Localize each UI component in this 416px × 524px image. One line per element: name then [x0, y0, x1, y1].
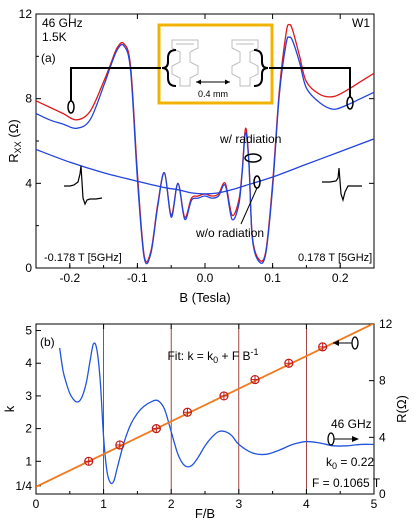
right-marker-ellipse — [346, 96, 354, 110]
panel-a-label: (a) — [41, 51, 56, 65]
sample-label: W1 — [352, 16, 370, 30]
panel-b-xtick-label: 1 — [100, 497, 107, 511]
no-radiation-pointer — [240, 187, 258, 225]
hall-bar-left — [171, 39, 199, 87]
without-radiation-label: w/o radiation — [195, 226, 264, 240]
bracket-lines — [70, 67, 351, 101]
panel-b-label: (b) — [40, 335, 55, 349]
panel-b-xtick-label: 0 — [33, 497, 40, 511]
fit-axis-marker — [351, 336, 359, 350]
panel-b-ytick-left-label: 3 — [25, 389, 32, 403]
panel-b-xtick-label: 2 — [168, 497, 175, 511]
panel-a-series — [36, 23, 374, 265]
panel-b-ytick-right-label: 8 — [379, 374, 386, 388]
right-resonance-trace — [322, 167, 362, 203]
panel-b-ytick-left-label: 5 — [25, 324, 32, 338]
hall-bar-right — [231, 39, 259, 87]
panel-a-xlabel: B (Tesla) — [179, 290, 230, 305]
radiation-marker-ellipse — [244, 153, 262, 163]
left-brace — [161, 49, 177, 87]
F-label: F = 0.1065 T — [312, 476, 381, 490]
panel-b-ytick-right-label: 12 — [379, 317, 393, 331]
panel-a-series-line — [36, 23, 374, 263]
panel-b-ytick-right-label: 4 — [379, 430, 386, 444]
panel-b-ytick-left-label: 2 — [25, 422, 32, 436]
right-brace — [253, 49, 269, 87]
panel-b-xlabel: F/B — [195, 506, 215, 521]
panel-b-ytick-left-label: 4 — [25, 356, 32, 370]
panel-a-xtick-label: 0.1 — [264, 271, 281, 285]
panel-a-xtick-label: 0.0 — [197, 271, 214, 285]
panel-b-points — [84, 342, 328, 466]
with-radiation-label: w/ radiation — [219, 132, 281, 146]
right-arrow-icon — [352, 436, 359, 442]
scale-label: 0.4 mm — [198, 89, 228, 99]
panel-b-ylabel-left: k — [2, 405, 17, 412]
panel-b-resistance-line — [59, 342, 374, 485]
panel-b-series — [36, 324, 374, 488]
fit-label: Fit: k = k0 + F B-1 — [167, 347, 258, 365]
left-resonance-trace — [64, 165, 103, 206]
panel-b-ytick-right-label: 0 — [379, 487, 386, 501]
right-peak-label: 0.178 T [5GHz] — [298, 252, 372, 264]
panel-b-ylabel-right: R(Ω) — [394, 395, 409, 423]
panel-b-xtick-label: 5 — [371, 497, 378, 511]
left-marker-ellipse — [67, 100, 75, 114]
panel-a-series-line — [36, 36, 374, 265]
panel-a-xtick-label: 0.2 — [332, 271, 349, 285]
panel-b-fit-line — [36, 324, 374, 488]
panel-a-ytick-label: 12 — [19, 7, 33, 21]
temperature-label: 1.5K — [42, 30, 67, 44]
inset: 0.4 mm — [157, 23, 274, 105]
panel-a-xtick-label: -0.1 — [127, 271, 148, 285]
left-peak-label: -0.178 T [5GHz] — [44, 252, 122, 264]
panel-a-series-line — [36, 138, 374, 195]
panel-b-frequency-label: 46 GHz — [331, 417, 372, 431]
resistance-axis-marker — [327, 432, 335, 446]
panel-b-vertical-lines — [103, 324, 307, 494]
left-arrow-icon — [333, 340, 339, 346]
panel-a-xtick-label: -0.2 — [59, 271, 80, 285]
panel-b-xtick-label: 4 — [303, 497, 310, 511]
panel-a-ylabel: RXX (Ω) — [6, 119, 23, 162]
panel-a-ytick-label: 8 — [25, 92, 32, 106]
panel-a-ticks: -0.2 -0.1 0.0 0.1 0.2 0 4 8 12 — [19, 7, 375, 285]
k0-label: k0 = 0.22 — [326, 455, 374, 471]
panel-a-ytick-label: 0 — [25, 261, 32, 275]
panel-b-xtick-label: 3 — [235, 497, 242, 511]
panel-a-ytick-label: 4 — [25, 176, 32, 190]
panel-a: -0.2 -0.1 0.0 0.1 0.2 0 4 8 12 0.4 mm — [6, 7, 375, 305]
frequency-label: 46 GHz — [42, 16, 83, 30]
panel-b-ytick-left-label: 1/4 — [15, 479, 32, 493]
panel-b-ytick-left-label: 1 — [25, 454, 32, 468]
